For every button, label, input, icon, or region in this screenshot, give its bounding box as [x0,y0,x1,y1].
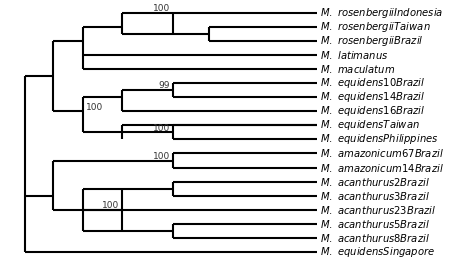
Text: 100: 100 [153,4,170,13]
Text: 99: 99 [158,81,170,90]
Text: $\it{M.}$ $\it{equidens 10 Brazil}$: $\it{M.}$ $\it{equidens 10 Brazil}$ [320,76,426,90]
Text: $\it{M.}$ $\it{acanthurus 3 Brazil}$: $\it{M.}$ $\it{acanthurus 3 Brazil}$ [320,190,430,202]
Text: 100: 100 [153,124,170,133]
Text: $\it{M.}$ $\it{acanthurus 23 Brazil}$: $\it{M.}$ $\it{acanthurus 23 Brazil}$ [320,204,437,216]
Text: $\it{M.}$ $\it{equidens Taiwan}$: $\it{M.}$ $\it{equidens Taiwan}$ [320,118,420,132]
Text: 100: 100 [102,201,119,210]
Text: $\it{M.}$ $\it{acanthurus 8 Brazil}$: $\it{M.}$ $\it{acanthurus 8 Brazil}$ [320,232,430,244]
Text: $\it{M.}$ $\it{maculatum}$: $\it{M.}$ $\it{maculatum}$ [320,63,396,75]
Text: $\it{M.}$ $\it{latimanus}$: $\it{M.}$ $\it{latimanus}$ [320,49,389,61]
Text: $\it{M.}$ $\it{rosenbergii Taiwan}$: $\it{M.}$ $\it{rosenbergii Taiwan}$ [320,20,431,34]
Text: $\it{M.}$ $\it{equidens Philippines}$: $\it{M.}$ $\it{equidens Philippines}$ [320,132,439,146]
Text: $\it{M.}$ $\it{equidens Singapore}$: $\it{M.}$ $\it{equidens Singapore}$ [320,245,436,259]
Text: $\it{M.}$ $\it{rosenbergii  Brazil}$: $\it{M.}$ $\it{rosenbergii Brazil}$ [320,34,424,48]
Text: $\it{M.}$ $\it{acanthurus 2 Brazil}$: $\it{M.}$ $\it{acanthurus 2 Brazil}$ [320,176,430,188]
Text: $\it{M.}$ $\it{acanthurus 5 Brazil}$: $\it{M.}$ $\it{acanthurus 5 Brazil}$ [320,218,430,230]
Text: $\it{M.}$ $\it{amazonicum 14 Brazil}$: $\it{M.}$ $\it{amazonicum 14 Brazil}$ [320,162,444,174]
Text: $\it{M.}$ $\it{equidens 14 Brazil}$: $\it{M.}$ $\it{equidens 14 Brazil}$ [320,90,426,104]
Text: 100: 100 [86,102,103,112]
Text: $\it{M.}$ $\it{rosenbergii Indonesia}$: $\it{M.}$ $\it{rosenbergii Indonesia}$ [320,6,444,20]
Text: $\it{M.}$ $\it{amazonicum 67 Brazil}$: $\it{M.}$ $\it{amazonicum 67 Brazil}$ [320,148,444,160]
Text: $\it{M.}$ $\it{equidens 16 Brazil}$: $\it{M.}$ $\it{equidens 16 Brazil}$ [320,104,426,118]
Text: 100: 100 [153,152,170,161]
